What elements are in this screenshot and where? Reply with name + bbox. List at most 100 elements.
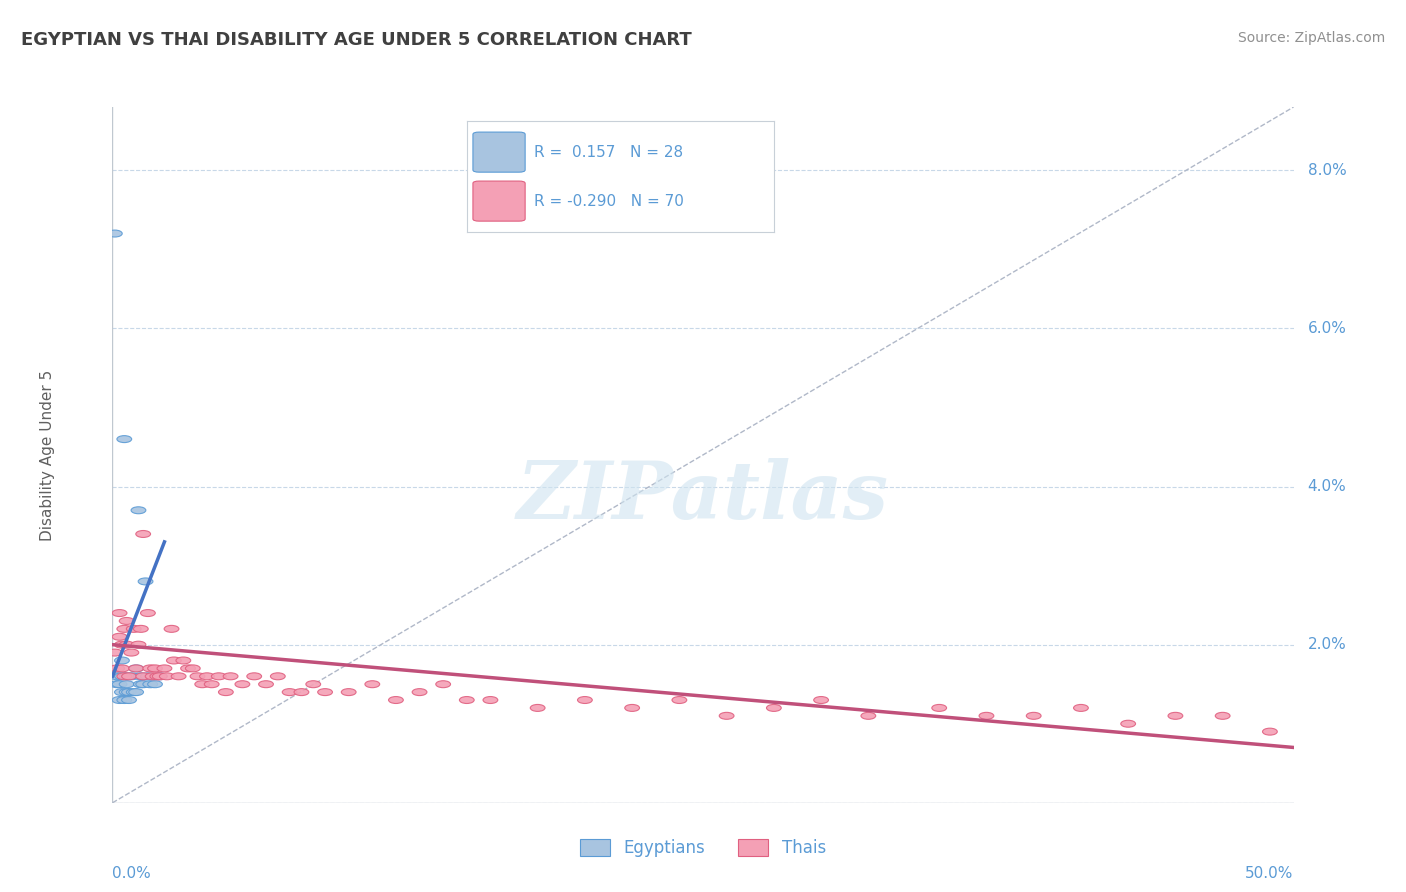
Ellipse shape	[110, 665, 125, 672]
Ellipse shape	[114, 665, 129, 672]
Ellipse shape	[120, 617, 134, 624]
Ellipse shape	[145, 673, 160, 680]
Ellipse shape	[114, 689, 129, 696]
Ellipse shape	[1074, 705, 1088, 712]
Ellipse shape	[150, 673, 165, 680]
Ellipse shape	[112, 609, 127, 616]
Text: 2.0%: 2.0%	[1308, 637, 1347, 652]
Ellipse shape	[270, 673, 285, 680]
Ellipse shape	[1168, 713, 1182, 719]
Ellipse shape	[143, 665, 157, 672]
Ellipse shape	[307, 681, 321, 688]
Ellipse shape	[148, 665, 162, 672]
Ellipse shape	[624, 705, 640, 712]
Text: 6.0%: 6.0%	[1308, 321, 1347, 336]
Ellipse shape	[247, 673, 262, 680]
Ellipse shape	[129, 689, 143, 696]
Ellipse shape	[165, 625, 179, 632]
Ellipse shape	[138, 578, 153, 585]
Ellipse shape	[148, 681, 162, 688]
Text: 0.0%: 0.0%	[112, 866, 152, 881]
Ellipse shape	[112, 681, 127, 688]
Ellipse shape	[134, 673, 148, 680]
Text: ZIPatlas: ZIPatlas	[517, 458, 889, 535]
Text: EGYPTIAN VS THAI DISABILITY AGE UNDER 5 CORRELATION CHART: EGYPTIAN VS THAI DISABILITY AGE UNDER 5 …	[21, 31, 692, 49]
Ellipse shape	[120, 689, 134, 696]
Ellipse shape	[204, 681, 219, 688]
Ellipse shape	[176, 657, 191, 664]
Ellipse shape	[131, 507, 146, 514]
Ellipse shape	[578, 697, 592, 704]
Ellipse shape	[412, 689, 427, 696]
Ellipse shape	[530, 705, 546, 712]
Ellipse shape	[342, 689, 356, 696]
Ellipse shape	[181, 665, 195, 672]
Ellipse shape	[211, 673, 226, 680]
Ellipse shape	[129, 665, 143, 672]
Ellipse shape	[141, 673, 155, 680]
Ellipse shape	[107, 230, 122, 237]
Ellipse shape	[218, 689, 233, 696]
Ellipse shape	[283, 689, 297, 696]
Ellipse shape	[235, 681, 250, 688]
Ellipse shape	[1263, 728, 1277, 735]
Ellipse shape	[117, 673, 132, 680]
Ellipse shape	[117, 697, 132, 704]
Ellipse shape	[122, 673, 136, 680]
Ellipse shape	[120, 673, 134, 680]
Ellipse shape	[112, 633, 127, 640]
Ellipse shape	[157, 665, 172, 672]
Ellipse shape	[318, 689, 332, 696]
Ellipse shape	[120, 681, 134, 688]
Ellipse shape	[136, 531, 150, 538]
Ellipse shape	[114, 641, 129, 648]
Ellipse shape	[127, 625, 141, 632]
Ellipse shape	[127, 689, 141, 696]
Ellipse shape	[136, 673, 150, 680]
Text: 4.0%: 4.0%	[1308, 479, 1347, 494]
Ellipse shape	[366, 681, 380, 688]
Ellipse shape	[152, 673, 167, 680]
Ellipse shape	[152, 673, 167, 680]
Ellipse shape	[107, 649, 122, 656]
Ellipse shape	[122, 697, 136, 704]
Ellipse shape	[131, 641, 146, 648]
Ellipse shape	[294, 689, 309, 696]
Ellipse shape	[117, 625, 132, 632]
Ellipse shape	[436, 681, 450, 688]
Ellipse shape	[200, 673, 214, 680]
Ellipse shape	[766, 705, 782, 712]
Text: 50.0%: 50.0%	[1246, 866, 1294, 881]
Ellipse shape	[195, 681, 209, 688]
Legend: Egyptians, Thais: Egyptians, Thais	[574, 832, 832, 864]
Ellipse shape	[136, 681, 150, 688]
Text: Source: ZipAtlas.com: Source: ZipAtlas.com	[1237, 31, 1385, 45]
Ellipse shape	[1215, 713, 1230, 719]
Ellipse shape	[124, 673, 139, 680]
Text: 8.0%: 8.0%	[1308, 163, 1347, 178]
Ellipse shape	[460, 697, 474, 704]
Ellipse shape	[259, 681, 273, 688]
Ellipse shape	[110, 673, 125, 680]
Ellipse shape	[672, 697, 686, 704]
Ellipse shape	[979, 713, 994, 719]
Ellipse shape	[110, 681, 125, 688]
Ellipse shape	[860, 713, 876, 719]
Ellipse shape	[814, 697, 828, 704]
Ellipse shape	[186, 665, 200, 672]
Ellipse shape	[190, 673, 205, 680]
Ellipse shape	[134, 681, 148, 688]
Ellipse shape	[134, 625, 148, 632]
Ellipse shape	[114, 657, 129, 664]
Ellipse shape	[388, 697, 404, 704]
Ellipse shape	[124, 649, 139, 656]
Ellipse shape	[159, 673, 174, 680]
Ellipse shape	[117, 435, 132, 442]
Ellipse shape	[143, 681, 157, 688]
Ellipse shape	[720, 713, 734, 719]
Ellipse shape	[484, 697, 498, 704]
Ellipse shape	[172, 673, 186, 680]
Ellipse shape	[932, 705, 946, 712]
Text: Disability Age Under 5: Disability Age Under 5	[39, 369, 55, 541]
Ellipse shape	[122, 689, 136, 696]
